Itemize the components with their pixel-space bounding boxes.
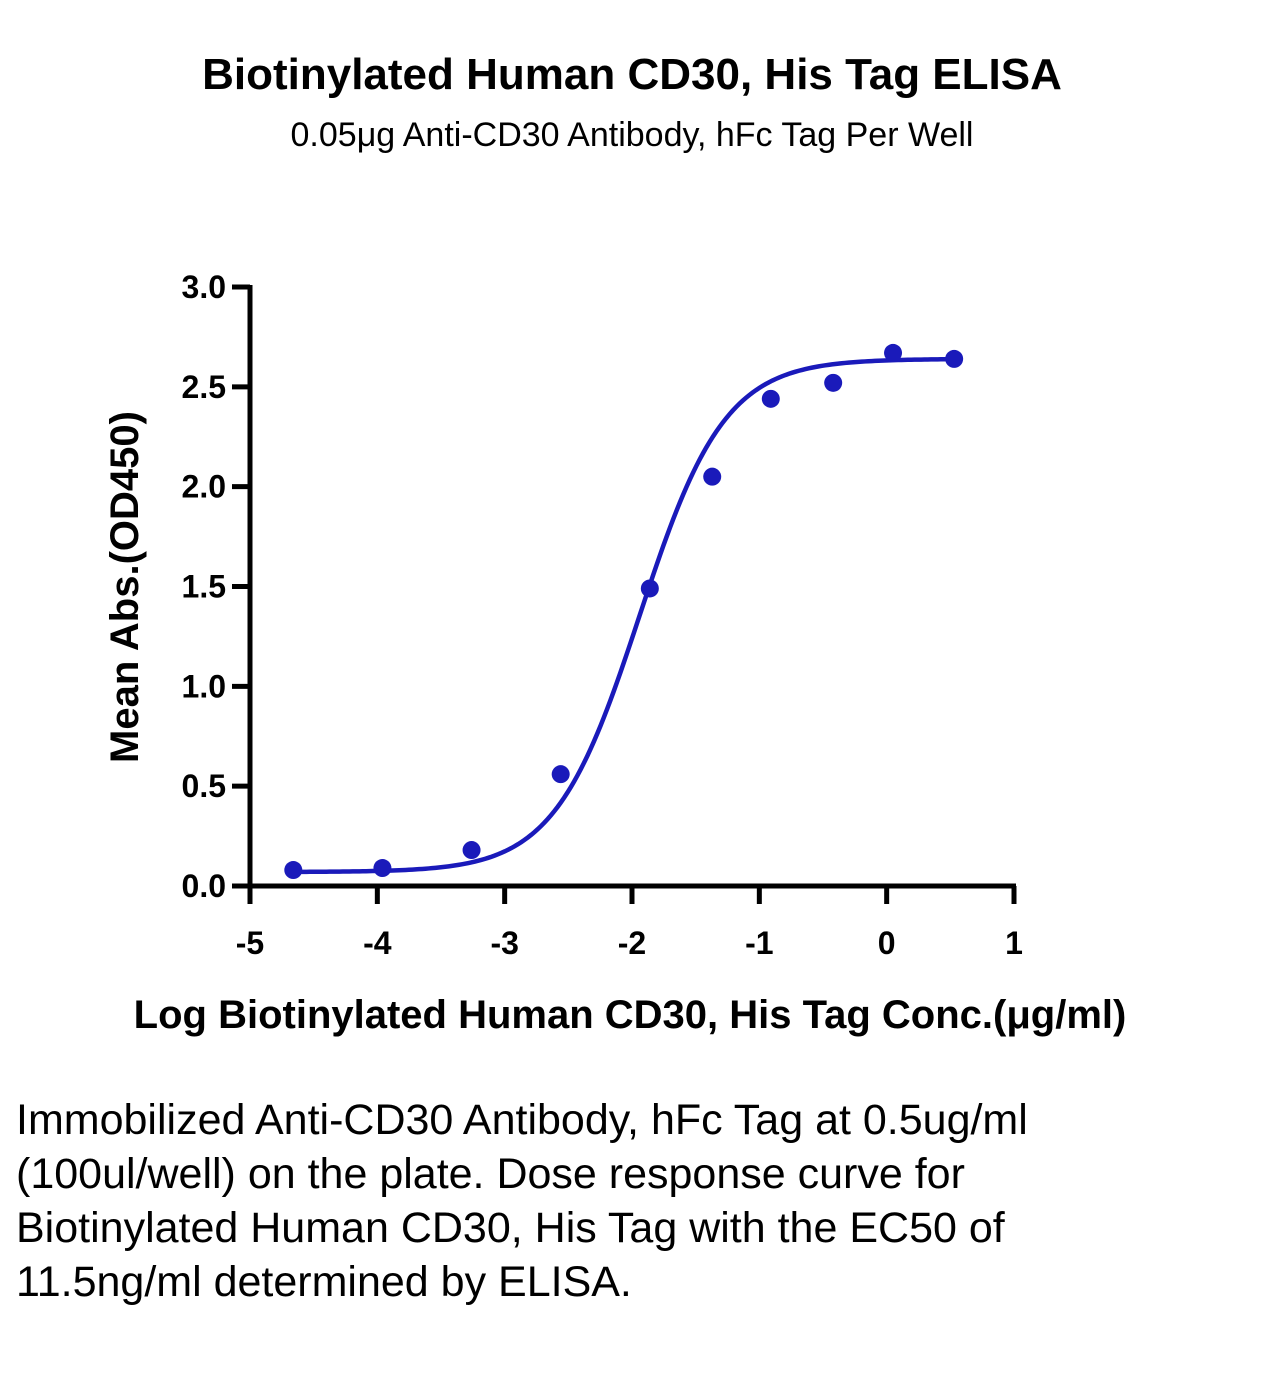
y-tick-label: 0.5: [182, 768, 226, 804]
x-tick-label: -5: [236, 925, 264, 961]
chart-subtitle: 0.05μg Anti-CD30 Antibody, hFc Tag Per W…: [290, 116, 974, 154]
y-tick-label: 1.5: [182, 569, 226, 605]
y-tick-label: 1.0: [182, 668, 226, 704]
y-axis-title: Mean Abs.(OD450): [103, 411, 147, 763]
x-tick-label: 0: [878, 925, 896, 961]
figure-caption: Immobilized Anti-CD30 Antibody, hFc Tag …: [16, 1096, 1028, 1306]
x-tick-label: -3: [490, 925, 518, 961]
y-tick-label: 2.0: [182, 469, 226, 505]
x-tick-label: 1: [1005, 925, 1023, 961]
data-point: [945, 349, 964, 368]
y-tick-label: 2.5: [182, 369, 226, 405]
chart-plot: 0.0 0.5 1.0 1.5 2.0 2.5 3.0 -5 -4 -3 -2 -1 0 1 Mean …: [103, 269, 1127, 1037]
fit-curve: [293, 356, 955, 875]
y-tick-label: 0.0: [182, 868, 226, 904]
x-axis-title: Log Biotinylated Human CD30, His Tag Con…: [134, 993, 1127, 1037]
x-tick-label: -1: [745, 925, 773, 961]
data-point: [824, 373, 843, 392]
series-group: [284, 343, 964, 880]
data-point: [703, 467, 722, 486]
y-tick-label: 3.0: [182, 269, 226, 305]
data-point: [640, 579, 659, 598]
data-point: [884, 343, 903, 362]
data-point: [373, 859, 392, 878]
data-point: [284, 861, 303, 880]
y-ticks: 0.0 0.5 1.0 1.5 2.0 2.5 3.0: [182, 269, 250, 904]
x-tick-label: -4: [363, 925, 392, 961]
data-point: [761, 389, 780, 408]
x-ticks: -5 -4 -3 -2 -1 0 1: [236, 886, 1023, 961]
data-point: [462, 841, 481, 860]
data-point: [551, 765, 570, 784]
x-tick-label: -2: [618, 925, 646, 961]
chart-title: Biotinylated Human CD30, His Tag ELISA: [202, 50, 1062, 99]
axes: [247, 285, 1016, 889]
